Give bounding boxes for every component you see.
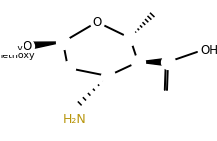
Text: H₂N: H₂N — [63, 113, 87, 126]
Text: O: O — [22, 39, 32, 52]
Text: OH: OH — [200, 44, 217, 57]
Text: methoxy: methoxy — [0, 44, 23, 53]
Text: O: O — [92, 16, 102, 28]
Text: methoxy: methoxy — [0, 50, 35, 60]
Polygon shape — [138, 58, 168, 66]
Polygon shape — [26, 42, 63, 50]
